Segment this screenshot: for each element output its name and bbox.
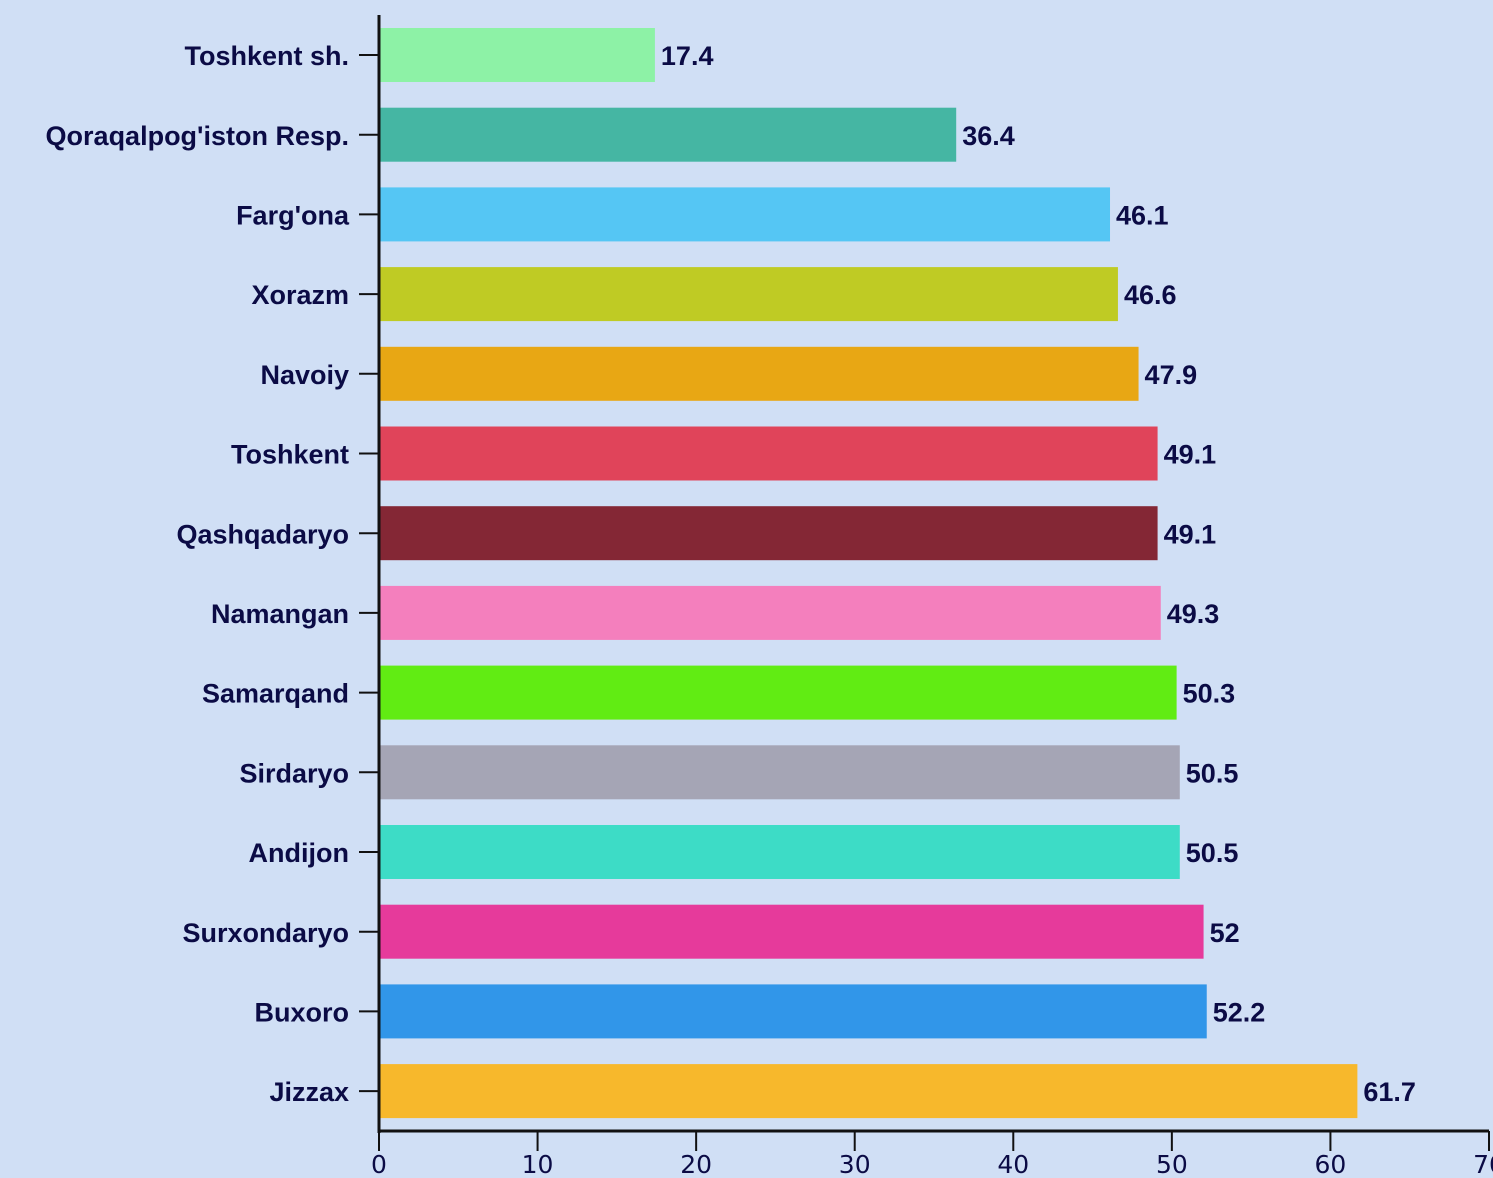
x-tick-label: 70 xyxy=(1473,1150,1493,1178)
data-label: 49.3 xyxy=(1167,599,1220,629)
data-label: 50.5 xyxy=(1186,758,1239,788)
bar xyxy=(379,426,1158,481)
data-label: 49.1 xyxy=(1164,519,1217,549)
y-tick-label: Qoraqalpog'iston Resp. xyxy=(46,121,349,151)
y-tick-label: Sirdaryo xyxy=(239,758,349,788)
bar xyxy=(379,984,1207,1039)
data-label: 49.1 xyxy=(1164,440,1217,470)
data-label: 52.2 xyxy=(1213,998,1266,1028)
bar xyxy=(379,267,1118,322)
bar xyxy=(379,506,1158,561)
x-tick-label: 0 xyxy=(371,1150,387,1178)
bar xyxy=(379,1064,1358,1119)
x-tick-label: 60 xyxy=(1315,1150,1347,1178)
y-tick-label: Namangan xyxy=(211,599,349,629)
bar xyxy=(379,904,1204,959)
x-tick-label: 50 xyxy=(1156,1150,1188,1178)
data-label: 46.6 xyxy=(1124,280,1177,310)
data-label: 46.1 xyxy=(1116,201,1169,231)
y-tick-label: Surxondaryo xyxy=(182,918,349,948)
x-tick-label: 30 xyxy=(839,1150,871,1178)
data-label: 47.9 xyxy=(1145,360,1198,390)
bar xyxy=(379,585,1161,640)
y-tick-label: Qashqadaryo xyxy=(176,519,349,549)
bar xyxy=(379,665,1177,720)
y-tick-label: Toshkent xyxy=(231,440,349,470)
data-label: 61.7 xyxy=(1363,1077,1416,1107)
x-tick-label: 10 xyxy=(522,1150,554,1178)
bar xyxy=(379,107,957,162)
bar xyxy=(379,745,1180,800)
data-label: 50.5 xyxy=(1186,838,1239,868)
y-tick-label: Xorazm xyxy=(251,280,349,310)
y-tick-label: Andijon xyxy=(249,838,349,868)
data-label: 36.4 xyxy=(962,121,1015,151)
bar xyxy=(379,187,1111,242)
data-label: 17.4 xyxy=(661,41,714,71)
y-tick-label: Jizzax xyxy=(269,1077,349,1107)
bar xyxy=(379,825,1180,879)
bar xyxy=(379,28,655,82)
x-tick-label: 40 xyxy=(997,1150,1029,1178)
x-tick-label: 20 xyxy=(680,1150,712,1178)
bar xyxy=(379,346,1139,401)
data-label: 50.3 xyxy=(1183,679,1236,709)
y-tick-label: Farg'ona xyxy=(236,201,350,231)
y-tick-label: Buxoro xyxy=(255,998,350,1028)
y-tick-label: Toshkent sh. xyxy=(184,41,349,71)
y-tick-label: Samarqand xyxy=(202,679,349,709)
data-label: 52 xyxy=(1210,918,1240,948)
y-tick-label: Navoiy xyxy=(260,360,349,390)
